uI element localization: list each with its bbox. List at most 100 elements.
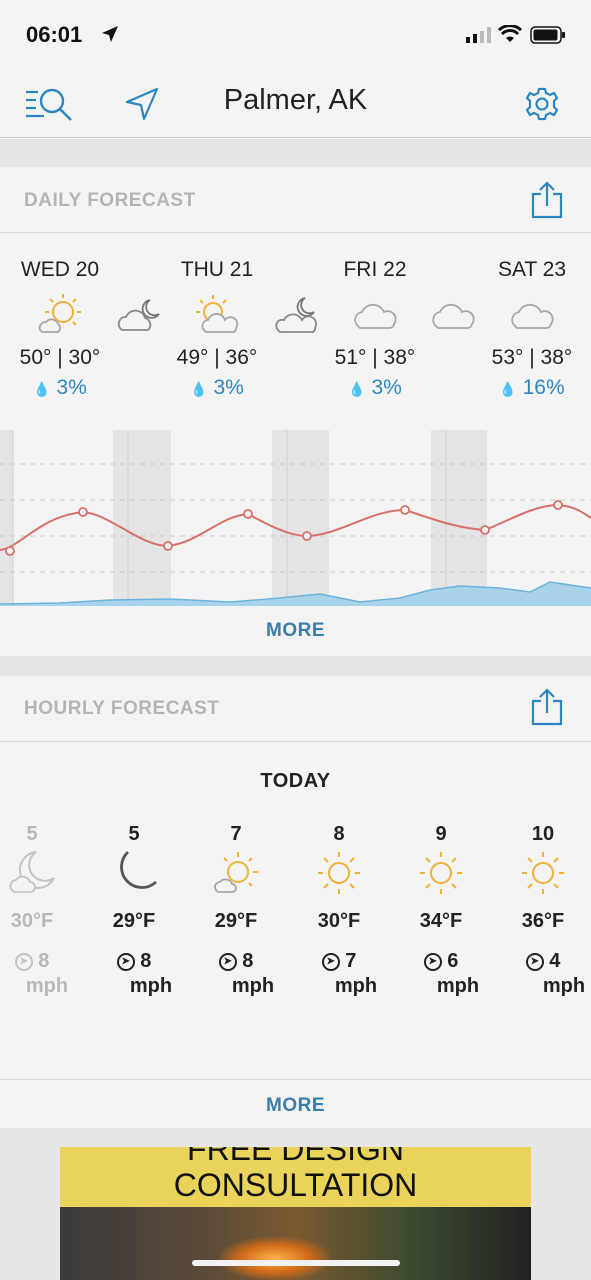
raindrop-icon: 💧 (33, 381, 51, 397)
raindrop-icon: 💧 (348, 381, 366, 397)
hour-number: 7 (230, 823, 242, 845)
home-indicator[interactable] (192, 1260, 400, 1266)
daily-more-button[interactable]: MORE (266, 620, 325, 641)
hour-column[interactable]: 7 (191, 823, 281, 846)
wind-direction-icon: ➤ (321, 952, 340, 971)
night-band (272, 430, 329, 606)
day-column[interactable]: FRI 22 (305, 258, 445, 284)
day-name: FRI 22 (343, 258, 407, 281)
location-arrow-icon (102, 26, 118, 42)
fire-pit-glow (220, 1237, 330, 1280)
today-label: TODAY (260, 770, 331, 792)
night-band (0, 430, 13, 606)
hourly-icons-row (9, 850, 564, 894)
hour-column[interactable]: 9 (396, 823, 486, 846)
cloud-icon (511, 303, 554, 329)
section-gap (0, 139, 591, 167)
temp-point (480, 525, 490, 535)
temp-point (5, 546, 15, 556)
hour-wind-speed: 8 (242, 950, 254, 972)
day-precip: 💧 3% (305, 376, 445, 400)
day-precip-value: 16% (522, 376, 565, 399)
partly-sunny-icon (38, 294, 81, 333)
night-band (113, 430, 171, 606)
wind-direction-icon: ➤ (218, 952, 237, 971)
day-precip: 💧 16% (462, 376, 591, 400)
hour-column[interactable]: 5 (0, 823, 77, 846)
ad-banner[interactable]: FREE DESIGN CONSULTATION (60, 1147, 531, 1280)
hour-temp: 30°F (10, 910, 54, 932)
hour-column[interactable]: 5 (89, 823, 179, 846)
hour-wind-unit: mph (542, 975, 586, 997)
day-temps: 50° | 30° (19, 346, 101, 369)
sun-icon (318, 852, 360, 894)
hour-number: 5 (26, 823, 38, 845)
day-precip-value: 3% (56, 376, 87, 399)
ad-line-1: FREE DESIGN (187, 1147, 404, 1167)
hour-wind-cell: ➤ 4 mph (498, 950, 588, 998)
day-precip-value: 3% (213, 376, 244, 399)
hour-number: 5 (128, 823, 140, 845)
battery-icon (530, 26, 565, 44)
temp-point (400, 505, 410, 515)
hour-wind: ➤ 8 (89, 950, 179, 973)
hour-wind-speed: 7 (345, 950, 357, 972)
day-column[interactable]: WED 20 (0, 258, 130, 284)
cloud-icon (354, 303, 397, 329)
hour-wind: ➤ 8 (191, 950, 281, 973)
hour-temp: 30°F (317, 910, 361, 932)
hour-temp: 29°F (112, 910, 156, 932)
hour-wind-speed: 6 (447, 950, 459, 972)
search-list-icon[interactable] (24, 86, 74, 122)
partly-sunny-icon (196, 295, 239, 333)
hourly-strip[interactable] (0, 743, 591, 1079)
moon-icon (120, 850, 157, 889)
temp-point (243, 509, 253, 519)
day-precip: 💧 3% (147, 376, 287, 400)
day-column[interactable]: SAT 23 (462, 258, 591, 284)
hour-temp-cell: 30°F (0, 910, 77, 933)
daily-forecast-header: DAILY FORECAST (0, 167, 591, 233)
raindrop-icon: 💧 (190, 381, 208, 397)
hourly-more-row (0, 1080, 591, 1128)
hour-column[interactable]: 10 (498, 823, 588, 846)
day-temps-column: 49° | 36° 💧 3% (147, 346, 287, 400)
wind-direction-icon: ➤ (116, 952, 135, 971)
partly-sunny-icon (214, 852, 258, 893)
daily-forecast-title: DAILY FORECAST (24, 190, 196, 211)
daily-temperature-graph[interactable] (0, 430, 591, 606)
hour-wind-cell: ➤ 8 mph (0, 950, 77, 998)
hour-wind-unit: mph (25, 975, 69, 997)
hour-column[interactable]: 8 (294, 823, 384, 846)
gear-icon[interactable] (524, 86, 560, 122)
cellular-signal-icon (466, 27, 491, 43)
temp-point (78, 507, 88, 517)
hour-wind-cell: ➤ 8 mph (89, 950, 179, 998)
hour-temp-cell: 30°F (294, 910, 384, 933)
day-precip: 💧 3% (0, 376, 130, 400)
day-name: SAT 23 (497, 258, 567, 281)
hour-temp-cell: 34°F (396, 910, 486, 933)
day-column[interactable]: THU 21 (147, 258, 287, 284)
location-arrow-icon[interactable] (124, 86, 160, 122)
partly-cloudy-night-icon (9, 851, 55, 893)
hourly-more-button[interactable]: MORE (266, 1095, 325, 1116)
daily-icons-row (38, 294, 554, 333)
hourly-forecast-title: HOURLY FORECAST (24, 698, 220, 719)
location-title: Palmer, AK (223, 84, 368, 116)
temp-point (553, 500, 563, 510)
day-temps-column: 50° | 30° 💧 3% (0, 346, 130, 400)
cloudy-night-icon (117, 299, 160, 331)
hour-temp: 36°F (521, 910, 565, 932)
status-bar: 06:01 (0, 0, 591, 70)
share-icon[interactable] (530, 688, 564, 726)
divider (0, 1079, 591, 1080)
hour-wind-unit: mph (231, 975, 275, 997)
day-precip-value: 3% (371, 376, 402, 399)
hour-wind-cell: ➤ 8 mph (191, 950, 281, 998)
hour-temp-cell: 36°F (498, 910, 588, 933)
wind-direction-icon: ➤ (14, 952, 33, 971)
temp-point (302, 531, 312, 541)
hour-wind-cell: ➤ 6 mph (396, 950, 486, 998)
share-icon[interactable] (530, 181, 564, 219)
